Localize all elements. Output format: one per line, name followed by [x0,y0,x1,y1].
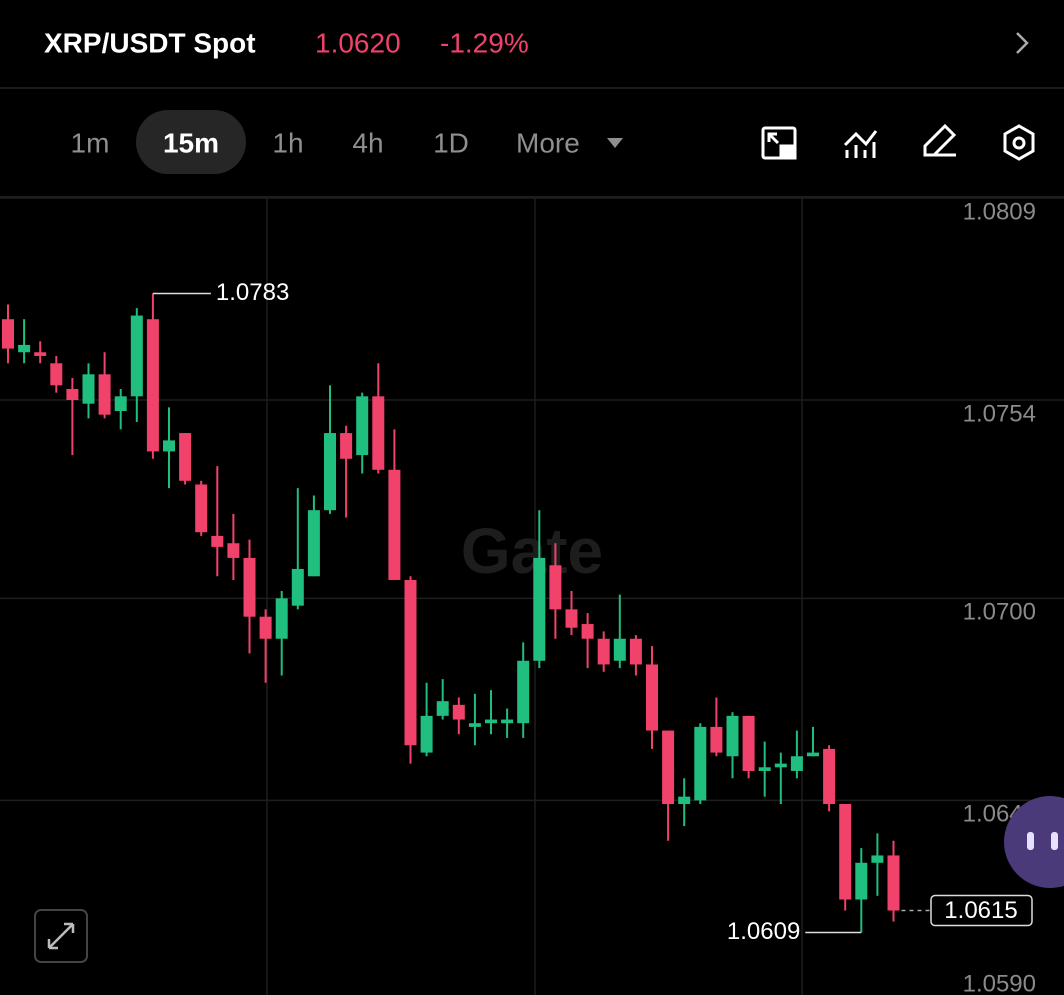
candle-body [50,363,63,386]
candle-body [855,862,868,900]
candle-body [887,855,900,911]
toolbar: More 1m 15m 1h 4h 1D [71,110,1035,174]
watermark: Gate [461,515,603,587]
candle-body [807,752,819,757]
candle-body [372,396,385,470]
candle-body [565,609,578,628]
candle-body [468,723,481,727]
draw-icon[interactable] [923,123,957,157]
candle-body [82,374,95,404]
candle-body [388,469,401,580]
candle-body [146,319,159,452]
candle-body [243,557,256,617]
candle-body [581,624,594,639]
candle-body [452,704,465,720]
candle-body [340,433,353,459]
dropdown-arrow[interactable] [607,138,623,148]
interval-tab[interactable]: 1D [433,127,469,158]
candle-body [613,638,626,661]
assistant-eye [1027,832,1034,850]
pair-title[interactable]: XRP/USDT Spot [44,27,256,58]
interval-tab[interactable]: 15m [163,127,219,158]
last-price-label: 1.0615 [944,897,1017,924]
candle-body [839,804,852,900]
candle-body [662,730,675,805]
candle-body [517,660,530,724]
candle-body [18,344,31,353]
candle-body [324,433,336,511]
candle-body [259,616,272,639]
chart: Gate 1.08091.07541.07001.06451.05901.078… [0,197,1064,995]
candle-body [211,535,224,547]
y-tick-label: 1.0700 [963,599,1036,626]
active-tab-bg [136,110,246,174]
candle-body [404,579,417,746]
price: 1.0620 [315,27,401,58]
candle-body [291,568,304,606]
candle-body [549,565,562,610]
interval-tab[interactable]: 1h [272,127,303,158]
interval-tab[interactable]: 4h [352,127,383,158]
interval-tab[interactable]: 1m [71,127,110,158]
candle-body [227,543,240,558]
candle-body [195,484,208,533]
candle-body [823,748,836,805]
candle-body [726,715,739,757]
candle-body [66,388,79,401]
settings-icon[interactable] [1003,124,1035,161]
candle-body [742,715,755,771]
candle-body [533,557,546,661]
min-price-label: 1.0609 [727,918,800,945]
candle-body [758,767,771,771]
candle-body [34,352,47,356]
y-tick-label: 1.0754 [963,400,1036,427]
expand-button[interactable] [34,909,88,963]
candle-body [694,726,707,801]
last-price-box [930,894,1033,927]
price-change: -1.29% [440,27,529,58]
candle-body [871,855,884,863]
candle-body [597,638,610,665]
candle-body [436,701,449,716]
candle-body [163,440,175,452]
y-tick-label: 1.0590 [963,970,1036,995]
candle-body [501,719,514,724]
candle-body [98,374,111,415]
candle-body [629,638,642,665]
candle-body [114,396,127,412]
candle-body [2,319,14,349]
y-tick-label: 1.0809 [963,198,1036,225]
candle-body [356,396,369,456]
candle-body [646,664,658,731]
indicator-icon[interactable] [843,130,878,158]
candle-body [790,756,803,771]
candle-body [420,715,433,753]
candle-body [678,796,691,805]
layout-icon[interactable] [761,126,797,160]
candle-body [774,763,787,768]
max-price-label: 1.0783 [216,279,289,306]
more-tab[interactable]: More [516,127,580,158]
candle-body [130,315,143,397]
candle-body [307,510,320,577]
header: XRP/USDT Spot 1.0620 -1.29% [0,27,1064,89]
chevron[interactable] [1016,32,1029,54]
candle-body [275,598,288,639]
candle-body [710,726,723,753]
candle-body [485,719,497,724]
floating-assistant[interactable] [1004,796,1064,888]
assistant-eye [1051,832,1058,850]
candle-body [179,433,192,481]
tool-icons [761,123,1035,161]
